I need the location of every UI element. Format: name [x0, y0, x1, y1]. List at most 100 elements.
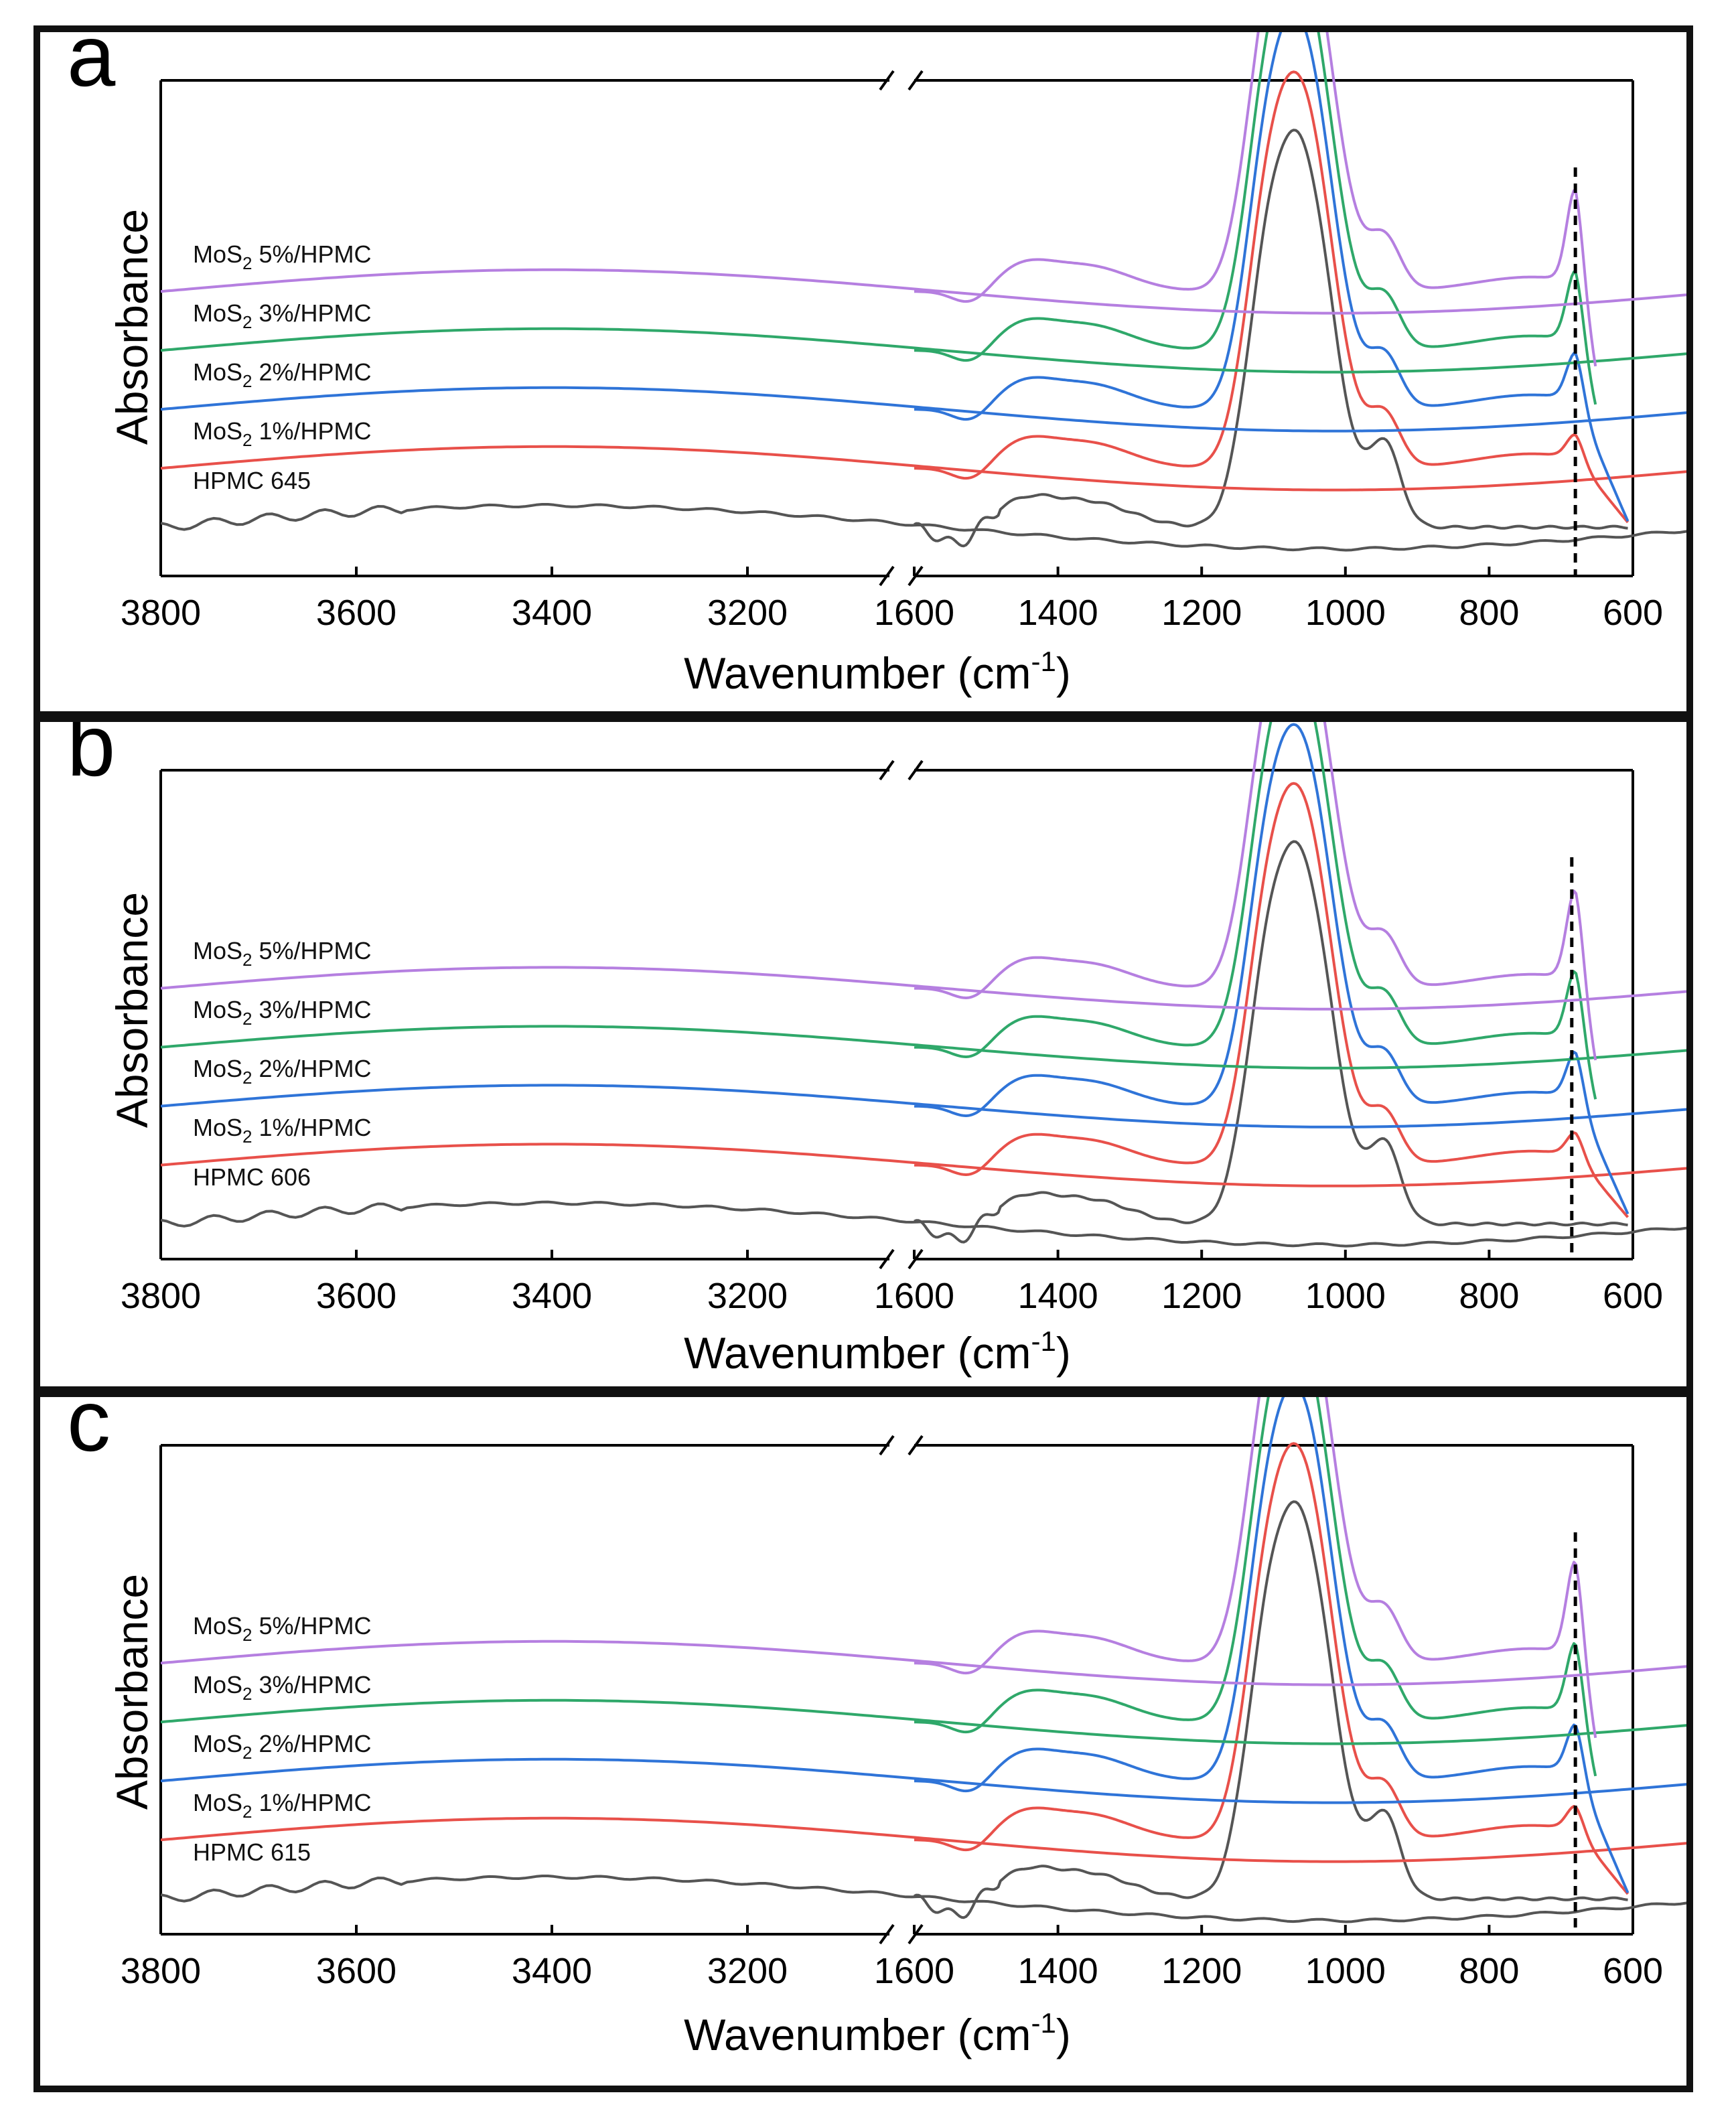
series-label-part: 2%/HPMC — [252, 358, 372, 386]
series-label: HPMC 615 — [193, 1838, 311, 1866]
x-tick-label: 3600 — [316, 1951, 396, 1991]
series-line — [160, 32, 1686, 405]
x-tick-label: 800 — [1459, 593, 1519, 633]
x-tick-label: 3600 — [316, 1276, 396, 1316]
series-label: MoS2 5%/HPMC — [193, 240, 372, 273]
x-axis-title-close: ) — [1056, 1328, 1071, 1378]
axes-frame — [159, 79, 1634, 577]
chart-panel-a: a 3800 3600 3400 3200 1600 1400 1200 1000 800 600 W… — [33, 25, 1693, 718]
panel-letter: a — [67, 32, 116, 104]
series-line — [160, 1397, 1686, 1777]
series-label-part: 2 — [242, 1802, 252, 1822]
series-label-part: MoS — [193, 1055, 242, 1082]
series-label-part: 2%/HPMC — [252, 1730, 372, 1757]
x-tick-label: 600 — [1603, 593, 1663, 633]
series-line — [160, 129, 1686, 552]
series-label-part: MoS — [193, 299, 242, 327]
series-label-part: 2 — [242, 950, 252, 970]
x-tick-label: 3400 — [512, 593, 592, 633]
series-label: HPMC 645 — [193, 467, 311, 494]
series-label-part: 2 — [242, 1743, 252, 1763]
series-line — [160, 782, 1686, 1218]
x-axis-title: Wavenumber (cm-1) — [684, 1325, 1071, 1378]
axis-break-mark — [908, 759, 924, 781]
axis-break-mark — [908, 70, 924, 91]
series-label: MoS2 1%/HPMC — [193, 417, 372, 450]
x-tick-label: 1600 — [874, 593, 954, 633]
x-axis-title-sup: -1 — [1031, 646, 1056, 677]
axis-break-mark — [879, 1435, 895, 1456]
x-tick-label: 800 — [1459, 1276, 1519, 1316]
series-line — [160, 723, 1686, 1215]
axis-break-top — [879, 759, 924, 781]
series-label-part: MoS — [193, 1114, 242, 1141]
chart-svg-b: b 3800 3600 3400 3200 1600 1400 1200 1000 800 600 W… — [67, 722, 1686, 1378]
axis-break-top — [879, 1435, 924, 1456]
series-label-part: MoS — [193, 937, 242, 964]
series-line — [160, 1500, 1686, 1923]
series-label-part: MoS — [193, 1612, 242, 1640]
series-line — [160, 1397, 1686, 1739]
x-axis-title-sup: -1 — [1031, 2007, 1056, 2039]
series-line — [160, 840, 1686, 1248]
axis-break-mark — [879, 759, 895, 781]
series-line — [160, 32, 1686, 522]
x-axis-title: Wavenumber (cm-1) — [684, 2007, 1071, 2059]
series-label: MoS2 2%/HPMC — [193, 1055, 372, 1088]
series-line — [160, 722, 1686, 1061]
series-line — [160, 1442, 1686, 1895]
series-label-part: 2 — [242, 1126, 252, 1147]
axis-break-mark — [908, 1435, 924, 1456]
series-label-part: 3%/HPMC — [252, 996, 372, 1023]
x-axis-title-close: ) — [1056, 648, 1071, 698]
series-label-part: 2 — [242, 312, 252, 332]
series-label-part: 2%/HPMC — [252, 1055, 372, 1082]
panel-letter: c — [67, 1397, 111, 1469]
series-label: MoS2 3%/HPMC — [193, 1671, 372, 1704]
x-tick-label: 3200 — [707, 1951, 788, 1991]
x-tick-label: 3200 — [707, 593, 788, 633]
series-label: MoS2 3%/HPMC — [193, 996, 372, 1029]
x-tick-label: 1400 — [1018, 1951, 1098, 1991]
series-line — [160, 722, 1686, 1100]
x-axis-title-sup: -1 — [1031, 1325, 1056, 1357]
series-label-part: 2 — [242, 1684, 252, 1704]
panel-letter: b — [67, 722, 115, 794]
series-label-part: 1%/HPMC — [252, 1114, 372, 1141]
series-label-part: 1%/HPMC — [252, 1789, 372, 1816]
series-label: MoS2 5%/HPMC — [193, 937, 372, 970]
series-label-part: MoS — [193, 996, 242, 1023]
x-tick-label: 1000 — [1305, 593, 1386, 633]
series-label-part: 2 — [242, 253, 252, 273]
x-tick-label: 3800 — [121, 1276, 201, 1316]
series-label-part: 2 — [242, 371, 252, 391]
axis-break-top — [879, 70, 924, 91]
x-axis-title-main: Wavenumber (cm — [684, 1328, 1031, 1378]
series-label: MoS2 1%/HPMC — [193, 1114, 372, 1147]
series-label: MoS2 2%/HPMC — [193, 1730, 372, 1763]
series-label-part: HPMC 645 — [193, 467, 311, 494]
y-axis-title: Absorbance — [107, 1574, 157, 1810]
series-label-part: MoS — [193, 1789, 242, 1816]
series-label-part: MoS — [193, 240, 242, 268]
series-label-part: 2 — [242, 1625, 252, 1645]
series-label-part: 5%/HPMC — [252, 240, 372, 268]
x-axis-title-main: Wavenumber (cm — [684, 2010, 1031, 2059]
x-tick-label: 1200 — [1161, 1951, 1242, 1991]
x-tick-label: 3200 — [707, 1276, 788, 1316]
chart-svg-a: a 3800 3600 3400 3200 1600 1400 1200 1000 800 600 W… — [67, 32, 1686, 698]
x-tick-label: 1600 — [874, 1276, 954, 1316]
x-axis-title: Wavenumber (cm-1) — [684, 646, 1071, 698]
series-label-part: MoS — [193, 1671, 242, 1698]
axis-break-mark — [879, 70, 895, 91]
x-tick-label: 1400 — [1018, 1276, 1098, 1316]
chart-panel-b: b 3800 3600 3400 3200 1600 1400 1200 1000 800 600 W… — [33, 715, 1693, 1393]
series-label: MoS2 5%/HPMC — [193, 1612, 372, 1645]
series-label: MoS2 2%/HPMC — [193, 358, 372, 391]
axis-break-mark — [879, 1248, 895, 1270]
series-label-part: MoS — [193, 417, 242, 445]
axes-frame — [159, 1444, 1634, 1936]
axis-break-bottom — [879, 565, 924, 587]
x-axis-title-close: ) — [1056, 2010, 1071, 2059]
axis-break-mark — [879, 565, 895, 587]
